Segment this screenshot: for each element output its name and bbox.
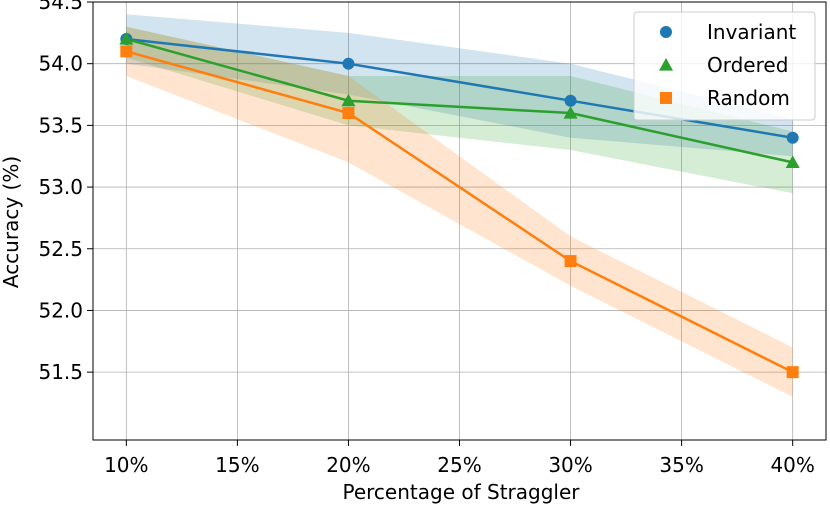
legend-marker-random: [660, 92, 672, 104]
x-axis-label: Percentage of Straggler: [343, 480, 581, 504]
invariant-point: [342, 57, 355, 70]
x-tick-label: 15%: [215, 453, 259, 477]
series-markers: [119, 32, 800, 379]
y-tick-label: 53.5: [38, 113, 83, 137]
x-tick-label: 30%: [548, 453, 592, 477]
ordered-point: [563, 106, 578, 119]
ordered-point: [341, 93, 356, 107]
invariant-band: [126, 14, 793, 157]
legend: Invariant Ordered Random: [633, 11, 816, 121]
x-tick-label: 25%: [437, 453, 481, 477]
random-point: [786, 366, 799, 379]
confidence-bands: [126, 14, 793, 397]
axis-ticks: 10% 15% 20% 25% 30% 35% 40% 51.5 52.0 52.5 53.0 53.…: [38, 0, 814, 477]
random-point: [564, 255, 577, 268]
legend-marker-invariant: [660, 26, 672, 38]
ordered-line: [125, 37, 793, 164]
random-line: [125, 50, 794, 374]
y-tick-label: 53.0: [38, 175, 83, 199]
ordered-point: [785, 155, 800, 168]
invariant-point: [786, 131, 799, 144]
y-tick-label: 54.0: [38, 52, 83, 76]
x-tick-label: 10%: [104, 453, 148, 477]
ordered-band: [126, 26, 793, 194]
random-point: [120, 45, 133, 58]
random-point: [342, 107, 355, 120]
y-tick-label: 51.5: [38, 360, 83, 384]
y-tick-label: 52.5: [38, 237, 83, 261]
legend-label-ordered: Ordered: [707, 53, 788, 77]
legend-label-invariant: Invariant: [707, 20, 796, 44]
legend-label-random: Random: [707, 86, 790, 110]
legend-marker-ordered: [659, 58, 673, 71]
legend-box: [633, 11, 816, 121]
invariant-point: [564, 94, 577, 107]
y-tick-label: 54.5: [38, 0, 83, 14]
random-band: [126, 26, 793, 397]
x-tick-label: 35%: [659, 453, 703, 477]
y-tick-label: 52.0: [38, 298, 83, 322]
x-tick-label: 40%: [770, 453, 814, 477]
ordered-point: [119, 32, 134, 45]
y-axis-label: Accuracy (%): [0, 156, 23, 288]
x-tick-label: 20%: [326, 453, 370, 477]
